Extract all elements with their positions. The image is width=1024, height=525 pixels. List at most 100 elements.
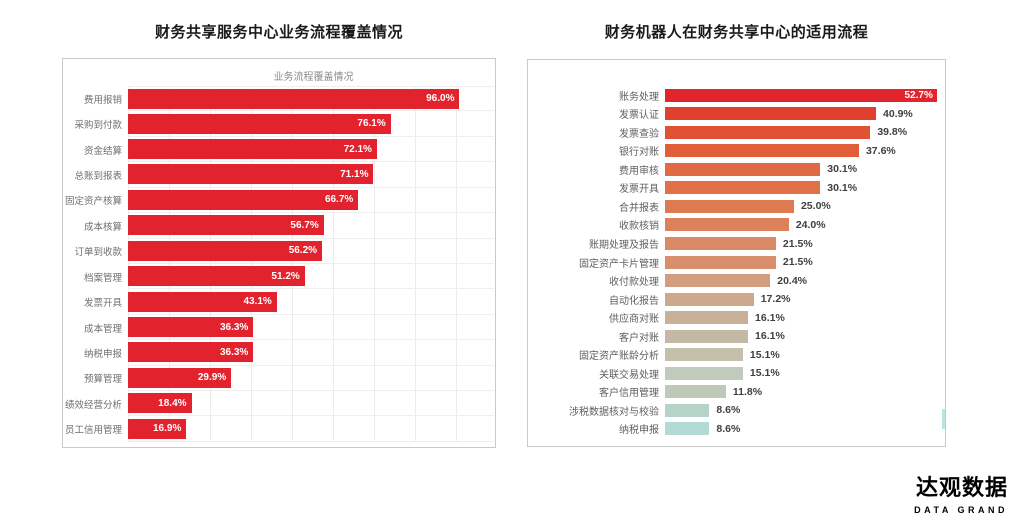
right-bar-track: 16.1%: [665, 308, 941, 327]
right-category-label: 关联交易处理: [599, 369, 659, 381]
right-bar-track: 15.1%: [665, 345, 941, 364]
right-bar-track: 25.0%: [665, 197, 941, 216]
right-chart-title: 财务机器人在财务共享中心的适用流程: [604, 24, 869, 41]
right-chart-row: 固定资产账龄分析 15.1%: [528, 345, 941, 364]
left-chart-row: 费用报销 96.0%: [63, 86, 494, 112]
right-category-label: 客户信用管理: [599, 388, 659, 400]
right-bar-track: 8.6%: [665, 401, 941, 420]
right-chart-row: 客户信用管理 11.8%: [528, 383, 941, 402]
right-chart-row: 发票开具 30.1%: [528, 179, 941, 198]
right-bar-track: 30.1%: [665, 160, 941, 179]
left-chart-row: 员工信用管理 16.9%: [63, 416, 494, 442]
right-chart-row: 银行对账 37.6%: [528, 142, 941, 161]
right-category-label: 合并报表: [619, 202, 659, 214]
right-bar-track: 24.0%: [665, 216, 941, 235]
left-value-label: 29.9%: [197, 372, 227, 384]
left-bar-track: 76.1%: [128, 111, 494, 137]
left-chart-row: 档案管理 51.2%: [63, 263, 494, 290]
left-bar-track: 18.4%: [128, 391, 494, 417]
right-category-label: 自动化报告: [609, 295, 659, 307]
right-chart-row: 账务处理 52.7%: [528, 86, 941, 105]
right-category-label: 客户对账: [619, 332, 659, 344]
left-chart-plot: 费用报销 96.0% 采购到付款 76.1% 资金结算 72.1% 总账到报表 71.1% 固定…: [63, 86, 494, 442]
right-category-label: 银行对账: [619, 147, 659, 159]
left-category-label: 采购到付款: [74, 120, 122, 132]
left-bar: 76.1%: [128, 113, 391, 134]
right-value-label: 24.0%: [795, 218, 826, 231]
left-chart-row: 固定资产核算 66.7%: [63, 187, 494, 214]
left-chart-row: 订单到收款 56.2%: [63, 238, 494, 264]
right-bar: [665, 218, 789, 232]
right-chart-row: 账期处理及报告 21.5%: [528, 234, 941, 253]
left-chart-row: 采购到付款 76.1%: [63, 111, 494, 137]
right-bar-track: 17.2%: [665, 290, 941, 309]
right-chart-row: 纳税申报 8.6%: [528, 420, 941, 439]
left-value-label: 96.0%: [426, 93, 455, 105]
right-bar: [665, 422, 710, 436]
right-bar: [665, 125, 871, 139]
left-chart-title: 财务共享服务中心业务流程覆盖情况: [154, 24, 403, 41]
right-bar: [665, 199, 794, 213]
panel-edge-artifact: [942, 409, 945, 429]
right-value-label: 39.8%: [877, 126, 908, 139]
right-value-label: 30.1%: [827, 163, 858, 176]
right-bar: [665, 292, 754, 306]
left-bar: 66.7%: [128, 189, 359, 210]
right-value-label: 17.2%: [760, 293, 791, 306]
left-value-label: 36.3%: [219, 346, 249, 358]
right-bar-track: 30.1%: [665, 179, 941, 198]
right-chart-row: 收付款处理 20.4%: [528, 271, 941, 290]
left-bar: 51.2%: [128, 266, 305, 287]
left-bar: 43.1%: [128, 291, 277, 312]
left-bar-track: 43.1%: [128, 289, 494, 315]
left-chart-row: 纳税申报 36.3%: [63, 340, 494, 366]
right-bar-track: 21.5%: [665, 253, 941, 272]
left-category-label: 固定资产核算: [64, 196, 122, 208]
left-chart-row: 成本管理 36.3%: [63, 314, 494, 341]
right-chart-row: 发票查验 39.8%: [528, 123, 941, 142]
right-bar: [665, 107, 876, 121]
right-value-label: 8.6%: [716, 422, 741, 435]
left-value-label: 36.3%: [219, 321, 249, 333]
right-value-label: 21.5%: [782, 256, 813, 269]
right-chart-row: 自动化报告 17.2%: [528, 290, 941, 309]
left-value-label: 72.1%: [343, 143, 372, 155]
left-bar-track: 72.1%: [128, 136, 494, 163]
right-value-label: 37.6%: [865, 144, 896, 157]
right-chart-panel: 账务处理 52.7% 发票认证 40.9% 发票查验 39.8% 银行对账 37.6% 费用审核…: [527, 59, 946, 447]
left-bar: 16.9%: [128, 418, 187, 439]
left-chart-row: 绩效经营分析 18.4%: [63, 391, 494, 417]
left-chart-row: 发票开具 43.1%: [63, 289, 494, 315]
right-category-label: 固定资产卡片管理: [579, 258, 659, 270]
left-category-label: 费用报销: [83, 94, 122, 106]
right-bar-track: 15.1%: [665, 364, 941, 383]
left-chart-row: 总账到报表 71.1%: [63, 162, 494, 188]
right-value-label: 15.1%: [749, 367, 780, 380]
logo: 达观数据 DATA GRAND: [914, 470, 1008, 515]
right-chart-row: 固定资产卡片管理 21.5%: [528, 253, 941, 272]
left-category-label: 订单到收款: [74, 247, 122, 259]
right-bar-track: 16.1%: [665, 327, 941, 346]
right-chart-row: 合并报表 25.0%: [528, 197, 941, 216]
left-category-label: 档案管理: [83, 272, 122, 284]
left-category-label: 成本核算: [83, 221, 122, 233]
left-value-label: 51.2%: [271, 270, 300, 282]
right-value-label: 8.6%: [716, 404, 741, 417]
left-bar-track: 29.9%: [128, 365, 494, 392]
left-value-label: 56.2%: [288, 245, 318, 257]
left-bar-track: 71.1%: [128, 162, 494, 188]
right-value-label: 16.1%: [755, 311, 785, 324]
left-value-label: 16.9%: [152, 423, 182, 435]
right-bar-track: 52.7%: [665, 86, 941, 105]
right-category-label: 账务处理: [619, 91, 659, 103]
left-bar: 72.1%: [128, 139, 377, 160]
left-bar: 29.9%: [128, 367, 232, 388]
right-value-label: 16.1%: [755, 330, 785, 343]
left-chart-row: 成本核算 56.7%: [63, 213, 494, 239]
left-bar-track: 56.2%: [128, 238, 494, 264]
right-category-label: 供应商对账: [609, 314, 659, 326]
right-chart-row: 关联交易处理 15.1%: [528, 364, 941, 383]
right-value-label: 52.7%: [904, 89, 933, 101]
right-category-label: 固定资产账龄分析: [579, 351, 659, 363]
right-chart-row: 发票认证 40.9%: [528, 105, 941, 124]
